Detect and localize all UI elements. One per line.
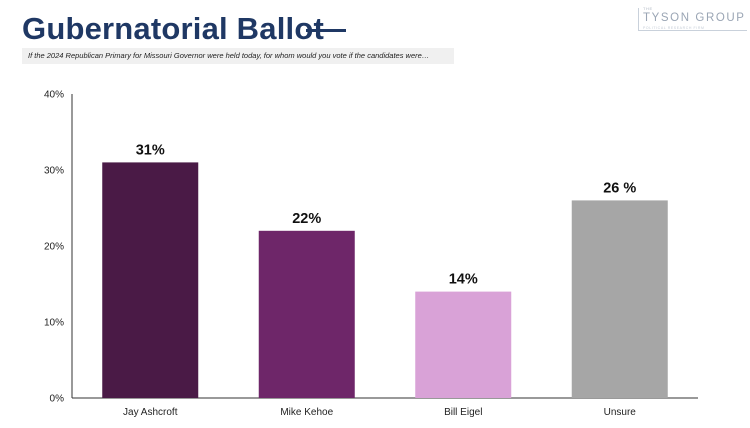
logo-frame	[638, 8, 747, 31]
data-label: 14%	[449, 272, 478, 288]
y-tick-label: 0%	[50, 394, 65, 405]
bar	[258, 230, 355, 398]
logo-tagline: POLITICAL RESEARCH FIRM	[643, 26, 705, 30]
data-label: 22%	[292, 211, 321, 227]
data-label: 26 %	[603, 180, 636, 196]
x-category-label: Unsure	[604, 407, 637, 418]
y-tick-label: 40%	[44, 90, 64, 101]
data-label: 31%	[136, 142, 165, 158]
y-tick-label: 30%	[44, 166, 64, 177]
tyson-group-logo: THE TYSON GROUP POLITICAL RESEARCH FIRM	[616, 6, 748, 32]
logo-name: TYSON GROUP	[643, 12, 746, 24]
logo-small-text: THE	[643, 6, 653, 11]
y-tick-label: 10%	[44, 318, 64, 329]
question-subtitle: If the 2024 Republican Primary for Misso…	[22, 48, 454, 64]
x-category-label: Mike Kehoe	[280, 407, 333, 418]
title-dash-decoration	[306, 29, 346, 32]
chart-title: Gubernatorial Ballot	[22, 11, 324, 46]
x-category-label: Bill Eigel	[444, 407, 482, 418]
y-tick-label: 20%	[44, 242, 64, 253]
bar	[415, 291, 512, 398]
bar	[102, 162, 199, 398]
x-category-label: Jay Ashcroft	[123, 407, 178, 418]
bar	[571, 200, 668, 398]
